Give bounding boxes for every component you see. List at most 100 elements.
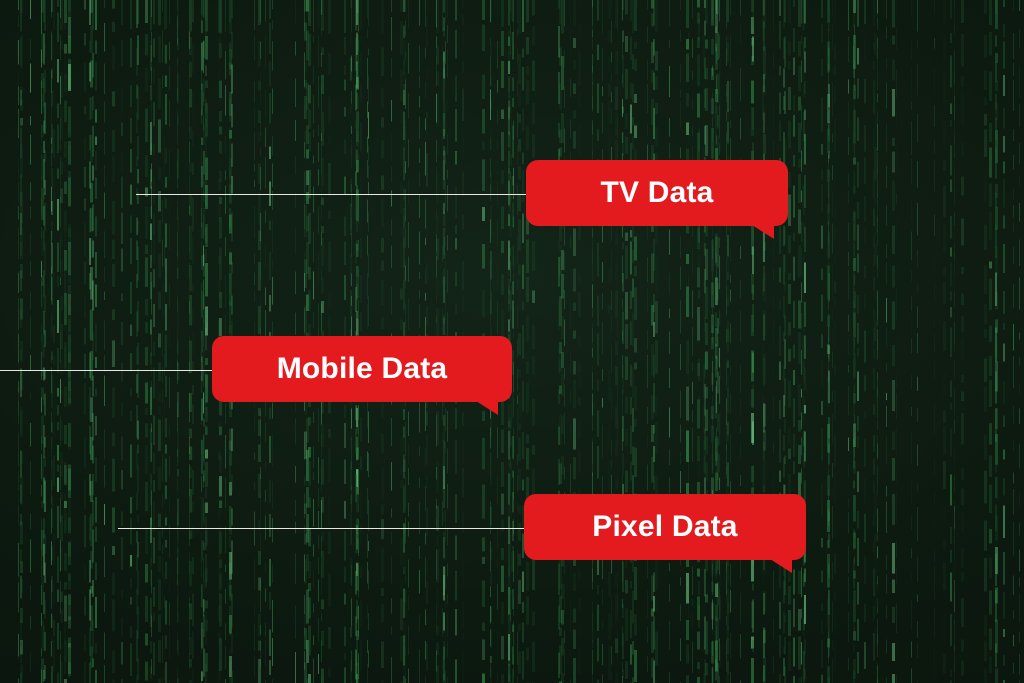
rain-column	[95, 0, 97, 683]
rain-column	[60, 0, 61, 683]
rain-column	[686, 0, 689, 683]
rain-column	[832, 0, 833, 683]
rain-column	[564, 0, 565, 683]
rain-column	[68, 0, 71, 683]
rain-column	[762, 0, 764, 683]
rain-column	[821, 0, 823, 683]
rain-column	[517, 0, 518, 683]
rain-column	[18, 0, 19, 683]
rain-column	[57, 0, 59, 683]
rain-column	[41, 0, 44, 683]
rain-column	[911, 0, 912, 683]
rain-column	[892, 0, 895, 683]
rain-column	[602, 0, 603, 683]
rain-column	[89, 0, 91, 683]
rain-column	[522, 0, 524, 683]
rain-column	[112, 0, 115, 683]
rain-column	[121, 0, 123, 683]
rain-column	[192, 0, 194, 683]
rain-column	[578, 0, 581, 683]
rain-column	[848, 0, 849, 683]
rain-column	[896, 0, 897, 683]
rain-column	[950, 0, 952, 683]
rain-column	[20, 0, 23, 683]
bubble-pixel-label: Pixel Data	[592, 510, 737, 544]
rain-column	[136, 0, 138, 683]
rain-column	[169, 0, 170, 683]
rain-column	[177, 0, 178, 683]
rain-column	[934, 0, 935, 683]
rain-column	[853, 0, 855, 683]
rain-column	[1013, 0, 1014, 683]
rain-column	[793, 0, 795, 683]
rain-column	[162, 0, 163, 683]
rain-column	[611, 0, 612, 683]
rain-column	[804, 0, 806, 683]
rain-column	[617, 0, 618, 683]
rain-column	[1019, 0, 1020, 683]
bubble-pixel: Pixel Data	[524, 494, 806, 560]
connector-tv	[136, 194, 526, 195]
rain-column	[632, 0, 634, 683]
rain-column	[634, 0, 637, 683]
rain-column	[153, 0, 155, 683]
rain-column	[104, 0, 105, 683]
connector-pixel	[118, 528, 524, 529]
rain-column	[705, 0, 708, 683]
rain-column	[864, 0, 866, 683]
rain-column	[622, 0, 623, 683]
rain-column	[877, 0, 878, 683]
bubble-mobile: Mobile Data	[212, 336, 512, 402]
rain-column	[961, 0, 964, 683]
rain-column	[651, 0, 654, 683]
bubble-tv-label: TV Data	[600, 176, 713, 210]
rain-column	[874, 0, 877, 683]
bubble-mobile-tail	[476, 401, 498, 415]
rain-column	[773, 0, 774, 683]
rain-column	[727, 0, 729, 683]
rain-column	[954, 0, 955, 683]
rain-column	[827, 0, 830, 683]
rain-column	[570, 0, 571, 683]
bubble-tv: TV Data	[526, 160, 788, 226]
rain-column	[189, 0, 190, 683]
rain-column	[592, 0, 593, 683]
rain-column	[145, 0, 148, 683]
rain-column	[532, 0, 535, 683]
rain-column	[680, 0, 681, 683]
rain-column	[558, 0, 560, 683]
rain-column	[655, 0, 658, 683]
rain-column	[51, 0, 52, 683]
rain-column	[526, 0, 529, 683]
infographic-stage: TV Data Mobile Data Pixel Data	[0, 0, 1024, 683]
rain-column	[943, 0, 946, 683]
rain-column	[917, 0, 918, 683]
rain-column	[834, 0, 836, 683]
rain-column	[130, 0, 132, 683]
rain-column	[698, 0, 700, 683]
rain-column	[647, 0, 648, 683]
rain-column	[165, 0, 167, 683]
rain-column	[30, 0, 31, 683]
bubble-pixel-tail	[770, 559, 792, 573]
connector-mobile	[0, 370, 212, 371]
rain-column	[740, 0, 741, 683]
bubble-mobile-label: Mobile Data	[277, 352, 448, 386]
rain-column	[84, 0, 86, 683]
rain-column	[719, 0, 720, 683]
rain-column	[205, 0, 207, 683]
rain-column	[203, 0, 204, 683]
rain-column	[1003, 0, 1005, 683]
rain-column	[886, 0, 887, 683]
rain-column	[788, 0, 791, 683]
rain-column	[711, 0, 714, 683]
rain-column	[53, 0, 55, 683]
rain-column	[625, 0, 628, 683]
rain-column	[779, 0, 781, 683]
rain-column	[715, 0, 717, 683]
rain-column	[730, 0, 731, 683]
rain-column	[857, 0, 859, 683]
rain-column	[151, 0, 152, 683]
rain-column	[158, 0, 161, 683]
rain-column	[669, 0, 670, 683]
